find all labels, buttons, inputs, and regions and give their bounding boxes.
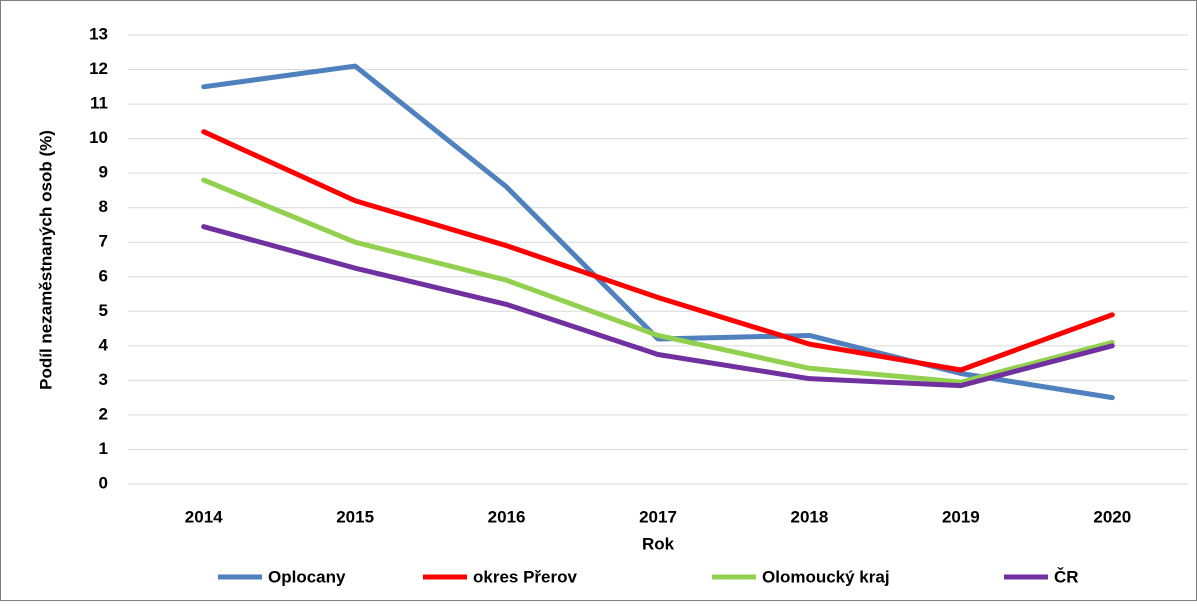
y-tick-label: 4 <box>99 335 109 354</box>
series-line <box>201 129 1115 373</box>
y-tick-label: 12 <box>89 59 108 78</box>
x-tick-label: 2016 <box>488 507 526 526</box>
y-axis-label: Podíl nezaměstnaných osob (%) <box>36 130 55 390</box>
series-line <box>201 224 1115 389</box>
x-axis-label: Rok <box>642 534 675 553</box>
y-tick-label: 7 <box>99 232 108 251</box>
y-tick-label: 10 <box>89 128 108 147</box>
y-tick-label: 5 <box>99 301 108 320</box>
y-tick-label: 1 <box>99 439 108 458</box>
legend-label: Olomoucký kraj <box>762 567 890 586</box>
y-tick-label: 8 <box>99 197 108 216</box>
y-tick-label: 9 <box>99 163 108 182</box>
series-line <box>201 177 1115 385</box>
x-tick-label: 2017 <box>639 507 677 526</box>
x-tick-label: 2019 <box>942 507 980 526</box>
x-tick-label: 2020 <box>1093 507 1131 526</box>
y-tick-label: 11 <box>90 94 108 113</box>
y-tick-label: 6 <box>99 266 108 285</box>
y-tick-label: 13 <box>89 24 108 43</box>
x-tick-label: 2018 <box>791 507 829 526</box>
y-tick-label: 3 <box>99 370 108 389</box>
y-tick-label: 2 <box>99 404 108 423</box>
x-tick-label: 2015 <box>336 507 374 526</box>
y-tick-label: 0 <box>99 473 108 492</box>
legend-label: ČR <box>1054 567 1079 586</box>
legend-label: okres Přerov <box>473 567 577 586</box>
series-line <box>201 63 1115 401</box>
legend-label: Oplocany <box>268 567 346 586</box>
x-tick-label: 2014 <box>185 507 223 526</box>
